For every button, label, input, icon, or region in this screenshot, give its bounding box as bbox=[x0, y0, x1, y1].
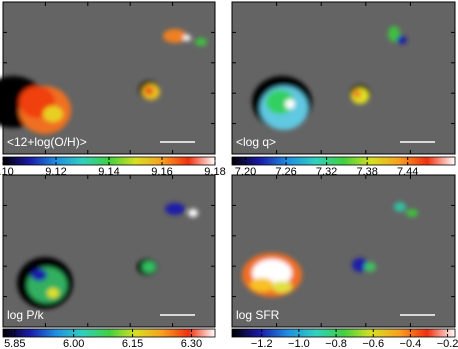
panel-label: <12+log(O/H)> bbox=[7, 135, 87, 149]
colorbar-tick-label: −0.8 bbox=[325, 338, 347, 349]
colorbar bbox=[2, 328, 216, 338]
panel: <12+log(O/H)>9.109.129.149.169.18 bbox=[0, 1, 226, 178]
panel-background bbox=[231, 1, 456, 155]
colorbar-tick-label: −1.2 bbox=[251, 338, 273, 349]
colorbar-tick-label: 6.15 bbox=[122, 338, 143, 349]
colorbar-tick-label: −0.2 bbox=[437, 338, 458, 349]
emission-map bbox=[17, 203, 198, 309]
colorbar-tick-label: −1.0 bbox=[288, 338, 310, 349]
colorbar-tick-label: −0.6 bbox=[362, 338, 384, 349]
panel: <log q>7.20 7.26 7.32 7.38 7.44 bbox=[231, 1, 456, 178]
emission-map bbox=[252, 26, 407, 130]
colorbar-tick-label: 5.85 bbox=[4, 338, 25, 349]
colorbar bbox=[231, 156, 456, 166]
colorbar-tick-label: 6.30 bbox=[181, 338, 202, 349]
colorbar bbox=[231, 328, 456, 338]
colorbar-tick-label: 6.00 bbox=[63, 338, 84, 349]
panel-background bbox=[231, 174, 456, 328]
emission-map bbox=[0, 29, 207, 134]
panel: log P/k 5.85 6.00 6.15 6.30 bbox=[2, 174, 216, 349]
panel-label: <log q> bbox=[236, 135, 276, 149]
panel-label: log SFR bbox=[236, 308, 280, 322]
panel: log SFR −1.2 −1.0 −0.8 −0.6 −0.4 −0.2 bbox=[231, 174, 458, 349]
emission-map bbox=[242, 202, 418, 297]
colorbar-tick-label: −0.4 bbox=[400, 338, 422, 349]
panel-label: log P/k bbox=[7, 308, 45, 322]
